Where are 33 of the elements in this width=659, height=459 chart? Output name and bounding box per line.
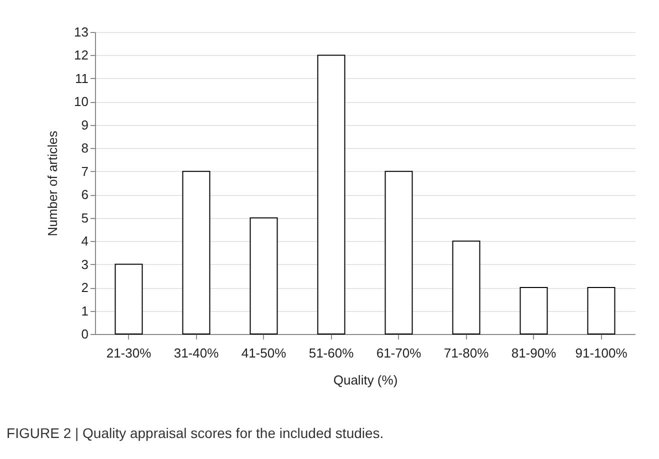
y-tick-label: 0 — [81, 326, 88, 342]
y-tick-label: 8 — [81, 140, 88, 156]
y-tick-label: 12 — [74, 48, 88, 63]
bar — [587, 287, 616, 334]
x-tick-label: 31-40% — [174, 346, 220, 360]
y-tick-label: 13 — [74, 24, 88, 40]
y-tick-label: 10 — [74, 94, 88, 110]
bar — [250, 217, 278, 334]
y-tick-label: 6 — [81, 187, 88, 202]
x-tick-label: 81-90% — [511, 346, 557, 360]
bar — [520, 287, 548, 334]
bar — [182, 170, 210, 334]
y-tick-label: 4 — [81, 234, 88, 249]
x-tick-label: 91-100% — [575, 346, 628, 360]
y-tick-label: 9 — [81, 117, 88, 132]
y-tick-label: 7 — [81, 164, 88, 179]
x-tick-label: 41-50% — [241, 346, 287, 360]
x-tick-label: 51-60% — [308, 346, 354, 360]
caption: FIGURE 2 | Quality appraisal scores for the included studies. — [6, 425, 384, 441]
x-tick-label: 71-80% — [444, 346, 490, 360]
x-tick-label: 61-70% — [376, 346, 422, 360]
y-tick-label: 1 — [81, 303, 88, 318]
bar — [114, 264, 143, 334]
y-axis-title: Number of articles — [45, 130, 60, 236]
y-tick-label: 3 — [81, 256, 88, 272]
y-tick-label: 2 — [81, 280, 88, 296]
y-tick-label: 5 — [81, 210, 88, 226]
x-tick-label: 21-30% — [106, 346, 152, 360]
bar — [317, 54, 346, 334]
x-axis-title: Quality (%) — [333, 372, 398, 388]
bar — [384, 170, 413, 334]
y-tick-label: 11 — [75, 70, 88, 86]
bar — [452, 240, 480, 334]
